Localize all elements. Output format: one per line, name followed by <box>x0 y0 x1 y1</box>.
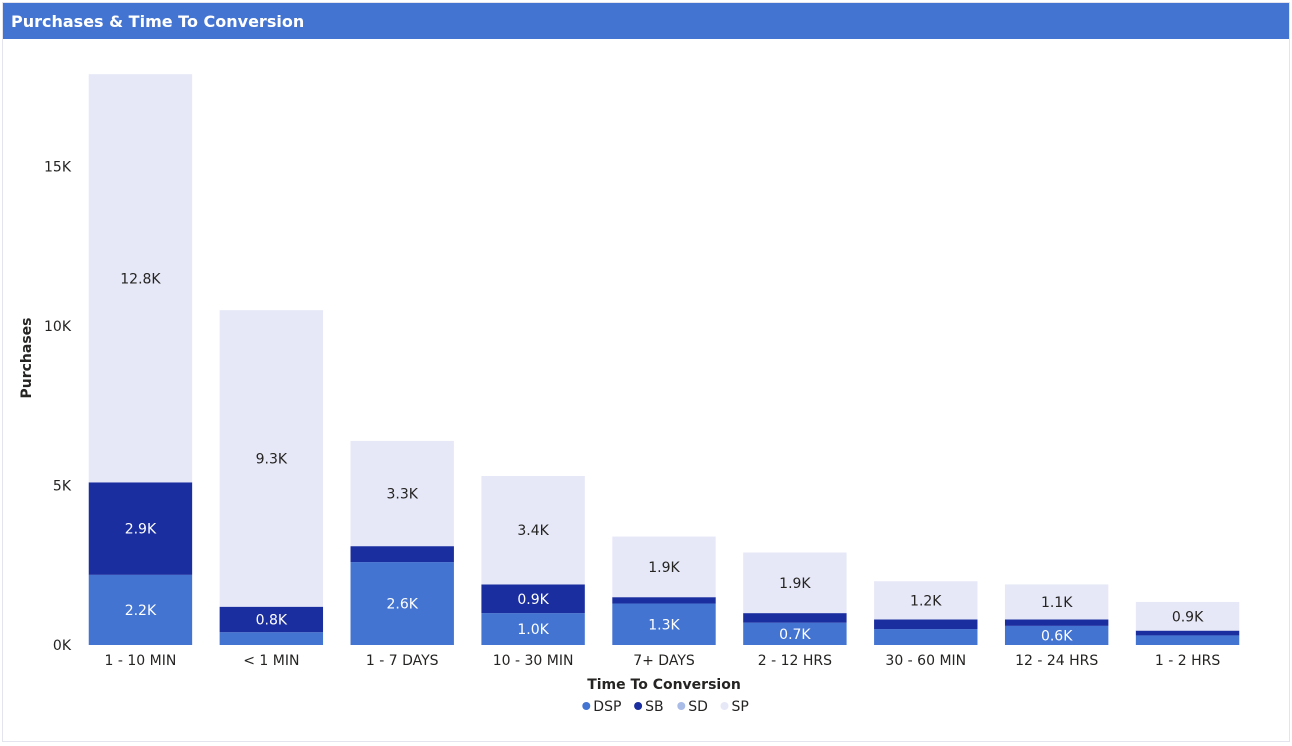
legend-label-sb: SB <box>645 699 664 715</box>
bar-sp <box>1135 601 1240 631</box>
data-label: 2.2K <box>125 603 157 619</box>
bar-dsp <box>219 632 324 645</box>
data-label: 1.9K <box>779 576 811 592</box>
chart-title: Purchases & Time To Conversion <box>11 11 305 31</box>
legend-marker-sp <box>720 702 729 710</box>
data-label: 2.6K <box>386 597 418 613</box>
legend-label-sp: SP <box>732 699 749 715</box>
bar-dsp <box>874 629 978 645</box>
bar-sb <box>219 606 324 633</box>
bar-sb <box>481 584 585 614</box>
bar-sb <box>612 597 716 604</box>
x-tick-label: 7+ DAYS <box>633 653 695 669</box>
data-label: 0.6K <box>1041 628 1073 644</box>
y-axis-title: Purchases <box>19 317 35 398</box>
bar-sb <box>88 482 193 575</box>
bar-dsp <box>350 562 454 645</box>
x-axis-title: Time To Conversion <box>587 677 741 693</box>
y-tick-label: 15K <box>44 160 72 176</box>
data-label: 9.3K <box>256 451 288 467</box>
y-tick-label: 10K <box>44 319 72 335</box>
bar-dsp <box>612 603 716 645</box>
x-tick-label: 30 - 60 MIN <box>885 653 966 669</box>
data-label: 3.3K <box>386 487 418 503</box>
bar-sb <box>350 546 454 563</box>
legend-label-dsp: DSP <box>593 699 621 715</box>
bar-sp <box>743 552 847 614</box>
legend-label-sd: SD <box>688 699 708 715</box>
stacked-bar-chart: 0K 5K 10K 15K Purchases 2.2K 2.9K 12.8K 1 - 10 M… <box>19 74 1240 715</box>
data-label: 1.3K <box>648 617 680 633</box>
bar-dsp <box>88 574 193 645</box>
legend-marker-sb <box>634 702 643 710</box>
bar-dsp <box>743 622 847 645</box>
bar-sp <box>1004 584 1109 620</box>
y-tick-label: 5K <box>53 479 72 495</box>
bar-sp <box>481 475 585 585</box>
bar-sb <box>743 613 847 623</box>
bar-dsp <box>1135 635 1240 645</box>
data-label: 1.1K <box>1041 595 1073 611</box>
bar-sb <box>874 619 978 630</box>
bar-sp <box>874 581 978 620</box>
x-tick-label: 12 - 24 HRS <box>1015 653 1098 669</box>
bar-dsp <box>481 613 585 645</box>
data-label: 0.7K <box>779 627 811 643</box>
data-label: 1.0K <box>517 622 549 638</box>
legend-marker-sd <box>677 702 686 710</box>
x-tick-label: < 1 MIN <box>243 653 299 669</box>
bar-dsp <box>1004 625 1109 645</box>
data-label: 3.4K <box>517 523 549 539</box>
bar-sp <box>612 536 716 598</box>
data-label: 1.2K <box>910 593 942 609</box>
x-tick-label: 1 - 10 MIN <box>105 653 177 669</box>
data-label: 0.9K <box>1172 609 1204 625</box>
y-tick-label: 0K <box>53 638 72 654</box>
bar-sb <box>1004 619 1109 626</box>
bar-sp <box>88 74 193 483</box>
data-label: 0.8K <box>256 612 288 628</box>
x-tick-label: 1 - 7 DAYS <box>366 653 439 669</box>
chart-header: Purchases & Time To Conversion <box>3 3 1289 39</box>
data-label: 2.9K <box>125 522 157 538</box>
x-tick-label: 10 - 30 MIN <box>493 653 574 669</box>
x-tick-label: 1 - 2 HRS <box>1155 653 1220 669</box>
bar-sp <box>219 310 324 607</box>
data-label: 0.9K <box>517 592 549 608</box>
bar-sp <box>350 440 454 547</box>
legend-marker-dsp <box>582 702 591 710</box>
data-label: 12.8K <box>120 271 161 287</box>
x-tick-label: 2 - 12 HRS <box>758 653 832 669</box>
data-label: 1.9K <box>648 560 680 576</box>
bar-sb <box>1135 630 1240 636</box>
